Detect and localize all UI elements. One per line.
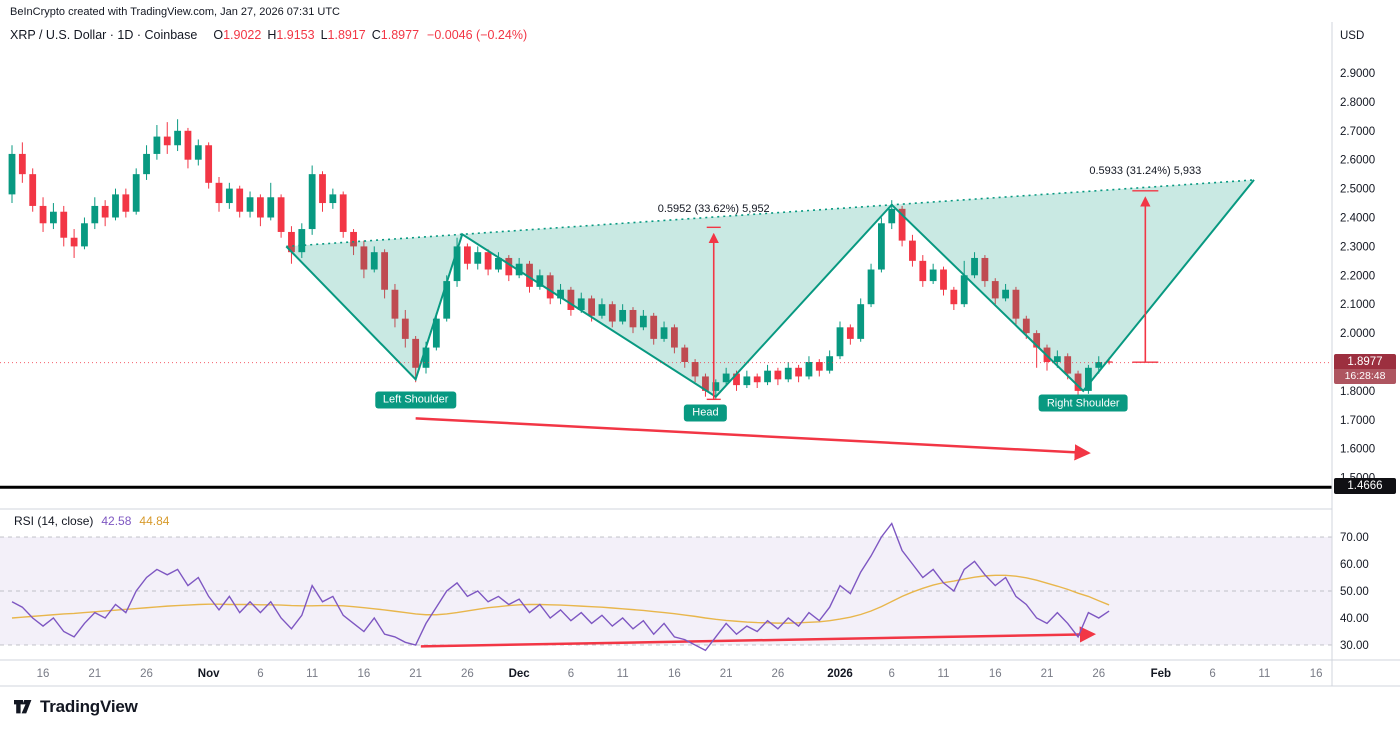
- time-axis-label: 11: [306, 668, 318, 680]
- price-axis-label: 2.3000: [1340, 241, 1375, 253]
- time-axis-label: 11: [1258, 668, 1270, 680]
- time-axis-label: 16: [1310, 668, 1323, 680]
- ohlc-low-label: L: [320, 28, 328, 42]
- price-axis-label: 2.1000: [1340, 299, 1375, 311]
- rsi-legend[interactable]: RSI (14, close) 42.58 44.84: [14, 514, 169, 528]
- time-axis-label: Feb: [1151, 668, 1171, 680]
- time-axis-label: 26: [1092, 668, 1105, 680]
- time-axis-label: 16: [358, 668, 371, 680]
- time-axis-label: 6: [568, 668, 574, 680]
- price-axis-label: 1.7000: [1340, 415, 1375, 427]
- ohlc-open-label: O: [213, 28, 224, 42]
- time-axis-label: 6: [1209, 668, 1215, 680]
- candles-layer: [8, 119, 1113, 400]
- price-axis-label: 2.0000: [1340, 328, 1375, 340]
- time-axis-label: 21: [409, 668, 422, 680]
- time-axis-label: 16: [989, 668, 1002, 680]
- tradingview-mark-icon: [14, 700, 32, 714]
- ohlc-close-label: C: [371, 28, 381, 42]
- tradingview-wordmark: TradingView: [40, 696, 138, 716]
- rsi-axis-label: 60.00: [1340, 559, 1369, 571]
- price-axis-label: 2.6000: [1340, 155, 1375, 167]
- measurement-label-right[interactable]: 0.5933 (31.24%) 5,933: [1089, 165, 1202, 178]
- price-axis-label: 2.2000: [1340, 270, 1375, 282]
- time-axis-label: 2026: [827, 668, 853, 680]
- time-axis-label: 16: [37, 668, 50, 680]
- ohlc-high-label: H: [267, 28, 277, 42]
- left-shoulder-label[interactable]: Left Shoulder: [374, 391, 457, 409]
- price-axis-label: 2.5000: [1340, 184, 1375, 196]
- rsi-ma-line: [11, 574, 1110, 624]
- time-axis-label: 21: [1041, 668, 1054, 680]
- rsi-ma-value: 44.84: [139, 514, 170, 528]
- time-axis-label: 6: [889, 668, 895, 680]
- time-axis-label: 26: [140, 668, 153, 680]
- price-change-value: −0.0046 (−0.24%): [427, 28, 528, 42]
- time-axis-label: Dec: [509, 668, 531, 680]
- rsi-title: RSI (14, close): [14, 514, 94, 528]
- rsi-value: 42.58: [101, 514, 132, 528]
- price-axis-label: 1.8000: [1340, 386, 1375, 398]
- time-axis-label: 6: [257, 668, 263, 680]
- symbol-title: XRP / U.S. Dollar · 1D · Coinbase: [10, 28, 198, 42]
- time-axis-label: 11: [617, 668, 629, 680]
- time-axis-label: 11: [938, 668, 950, 680]
- ohlc-high-value: 1.9153: [276, 28, 315, 42]
- price-axis-label: 1.6000: [1340, 444, 1375, 456]
- time-axis-label: 21: [88, 668, 101, 680]
- rsi-trend-arrow: [420, 626, 1097, 648]
- time-axis-label: 21: [720, 668, 733, 680]
- pattern-fill: [286, 179, 1254, 397]
- currency-axis-label[interactable]: USD: [1340, 30, 1365, 42]
- time-axis-label: Nov: [198, 668, 220, 680]
- head-label[interactable]: Head: [684, 404, 727, 422]
- ohlc-close-value: 1.8977: [380, 28, 420, 42]
- time-axis-label: 16: [668, 668, 681, 680]
- price-axis-label: 2.4000: [1340, 213, 1375, 225]
- symbol-legend[interactable]: XRP / U.S. Dollar · 1D · Coinbase O1.9022…: [10, 28, 527, 42]
- pattern-zigzag: [285, 179, 1255, 398]
- price-axis-label: 2.7000: [1340, 126, 1375, 138]
- last-price-value: 1.8977: [1334, 353, 1396, 369]
- ohlc-open-value: 1.9022: [223, 28, 262, 42]
- ohlc-low-value: 1.8917: [327, 28, 366, 42]
- attribution-text: BeInCrypto created with TradingView.com,…: [10, 6, 340, 18]
- last-price-badge: 1.8977 16:28:48: [1334, 353, 1396, 384]
- bar-countdown: 16:28:48: [1334, 368, 1396, 384]
- price-trend-arrow: [415, 417, 1091, 461]
- right-shoulder-label[interactable]: Right Shoulder: [1038, 394, 1128, 412]
- rsi-line: [11, 522, 1110, 652]
- time-axis-label: 26: [461, 668, 474, 680]
- support-level-badge: 1.4666: [1334, 478, 1396, 495]
- measurement-label-head[interactable]: 0.5952 (33.62%) 5,952: [657, 202, 770, 215]
- price-axis-label: 2.8000: [1340, 97, 1375, 109]
- rsi-axis-label: 50.00: [1340, 586, 1369, 598]
- time-axis-label: 26: [772, 668, 785, 680]
- rsi-axis-label: 30.00: [1340, 640, 1369, 652]
- rsi-axis-label: 70.00: [1340, 532, 1369, 544]
- price-axis-label: 2.9000: [1340, 68, 1375, 80]
- tradingview-footer-logo[interactable]: TradingView: [12, 696, 138, 717]
- rsi-axis-label: 40.00: [1340, 613, 1369, 625]
